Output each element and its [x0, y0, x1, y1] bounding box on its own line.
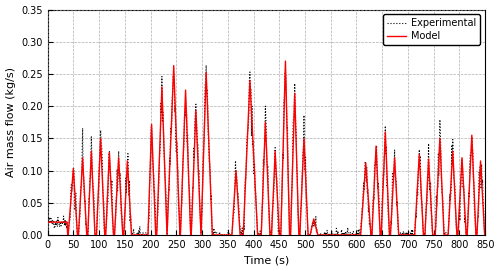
Experimental: [44, 219, 51, 222]
Experimental: [258, 233, 264, 237]
Experimental: [415, 193, 421, 196]
Legend: Experimental, Model: Experimental, Model: [383, 14, 480, 45]
Y-axis label: Air mass flow (kg/s): Air mass flow (kg/s): [6, 67, 16, 177]
Experimental: [482, 233, 488, 237]
Experimental: [76, 233, 82, 237]
Experimental: [203, 64, 209, 67]
Model: [482, 233, 488, 237]
Model: [286, 233, 292, 237]
Model: [415, 180, 421, 183]
Line: Experimental: Experimental: [48, 65, 485, 235]
Model: [64, 233, 70, 237]
Model: [352, 233, 358, 237]
Model: [258, 233, 264, 237]
Model: [266, 208, 272, 212]
Experimental: [210, 233, 216, 236]
Experimental: [266, 227, 272, 231]
Experimental: [286, 233, 292, 237]
Model: [209, 220, 215, 223]
Model: [44, 221, 51, 224]
X-axis label: Time (s): Time (s): [244, 256, 289, 265]
Line: Model: Model: [48, 61, 485, 235]
Model: [282, 59, 288, 63]
Experimental: [352, 233, 358, 237]
